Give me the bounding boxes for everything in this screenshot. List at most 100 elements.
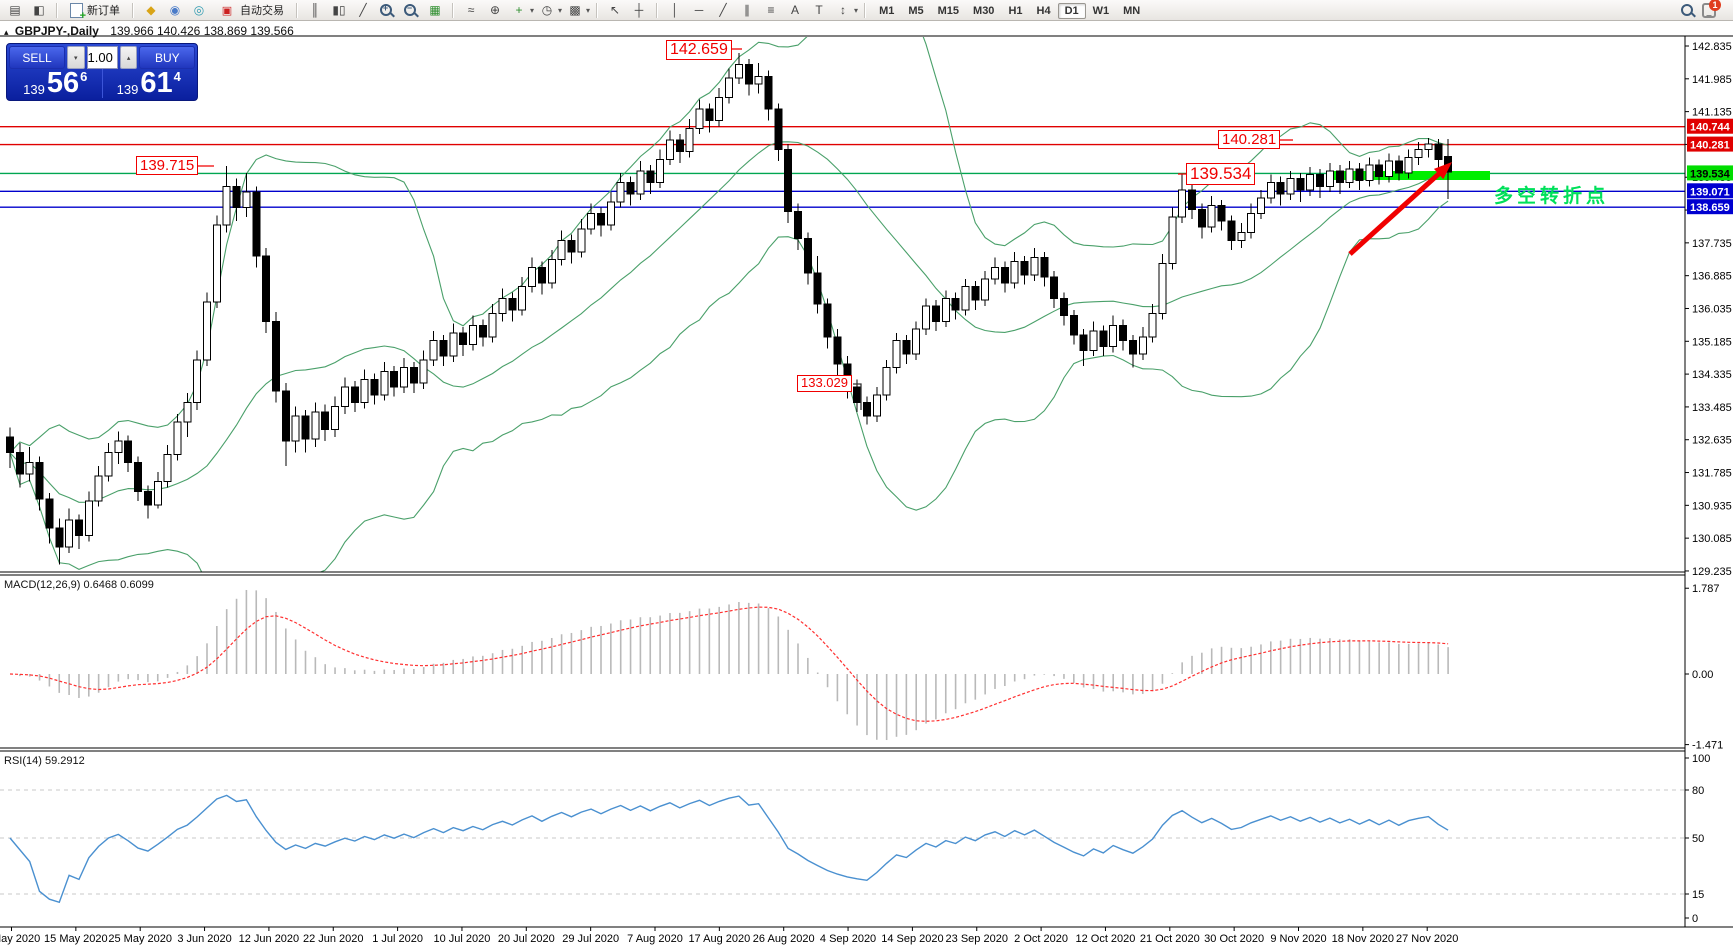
candle bbox=[15, 452, 24, 475]
toolbar: ▤ ◧ + 新订单 ◆ ◉ ◎ ▣ 自动交易 ║ ▮▯ ╱ + − ▦ ≈ ⊕ … bbox=[0, 0, 1733, 21]
timeframe-M1[interactable]: M1 bbox=[879, 5, 895, 17]
new-order-button[interactable]: + 新订单 bbox=[64, 1, 126, 21]
callout-139.715[interactable]: 139.715 bbox=[136, 156, 199, 176]
sell-button[interactable]: SELL bbox=[9, 46, 65, 69]
candle bbox=[134, 461, 143, 492]
candle bbox=[626, 181, 635, 195]
candle bbox=[74, 519, 83, 537]
timeframe-H4[interactable]: H4 bbox=[1036, 5, 1051, 17]
svg-text:0: 0 bbox=[1692, 913, 1698, 925]
candle bbox=[1217, 205, 1226, 222]
zoom-in-icon[interactable]: + bbox=[376, 1, 398, 20]
candle bbox=[1000, 266, 1009, 284]
bull-bear-pivot-annotation[interactable]: 多空转折点 bbox=[1494, 186, 1610, 207]
candle bbox=[124, 440, 133, 463]
date-label: 4 Sep 2020 bbox=[820, 933, 876, 945]
periods-icon[interactable]: ◷ bbox=[541, 3, 553, 17]
candle bbox=[350, 386, 359, 403]
tile-windows-icon[interactable]: ▦ bbox=[429, 3, 441, 17]
autotrading-button[interactable]: ▣ 自动交易 bbox=[212, 1, 290, 20]
timeframe-MN[interactable]: MN bbox=[1123, 5, 1141, 17]
indicator-list-icon[interactable]: ≈ bbox=[467, 3, 475, 17]
candle bbox=[616, 181, 625, 203]
vertical-line-icon[interactable]: │ bbox=[671, 3, 679, 17]
candle bbox=[1010, 261, 1019, 284]
volume-input[interactable]: 1.00 bbox=[86, 46, 118, 69]
callout-133.029[interactable]: 133.029 bbox=[797, 375, 852, 392]
date-label: 26 Aug 2020 bbox=[753, 933, 815, 945]
date-label: 21 Oct 2020 bbox=[1140, 933, 1200, 945]
text-icon[interactable]: A bbox=[791, 3, 800, 17]
fibonacci-icon[interactable]: ≡ bbox=[767, 3, 775, 17]
svg-text:132.635: 132.635 bbox=[1692, 435, 1732, 447]
buy-button[interactable]: BUY bbox=[139, 46, 196, 69]
candle bbox=[488, 313, 497, 338]
toolbar-separator bbox=[864, 2, 867, 18]
timeframe-M5[interactable]: M5 bbox=[908, 5, 924, 17]
search-icon[interactable] bbox=[1677, 1, 1699, 20]
add-indicator-caret-icon[interactable]: ▾ bbox=[530, 5, 535, 15]
templates-icon[interactable]: ▩ bbox=[569, 3, 581, 17]
profile-icon[interactable]: ◉ bbox=[169, 3, 181, 17]
candle bbox=[1030, 257, 1039, 276]
toolbar-separator bbox=[56, 2, 58, 18]
date-label: 27 Nov 2020 bbox=[1396, 933, 1458, 945]
timeframe-H1[interactable]: H1 bbox=[1008, 5, 1023, 17]
volume-down-button[interactable]: ▾ bbox=[67, 46, 85, 69]
candle bbox=[55, 527, 64, 548]
candle bbox=[498, 297, 507, 315]
add-indicator-icon[interactable]: + bbox=[515, 3, 523, 17]
arrows-icon[interactable]: ↕ bbox=[840, 3, 847, 17]
callout-142.659[interactable]: 142.659 bbox=[666, 40, 732, 61]
candle bbox=[242, 191, 251, 209]
rsi-label: RSI(14) 59.2912 bbox=[4, 755, 85, 767]
svg-text:0.00: 0.00 bbox=[1692, 669, 1713, 681]
arrows-caret-icon[interactable]: ▾ bbox=[854, 5, 859, 15]
cursor-icon[interactable]: ↖ bbox=[610, 3, 621, 17]
buy-price[interactable]: 139 61 4 bbox=[103, 69, 196, 98]
volume-up-button[interactable]: ▴ bbox=[119, 46, 138, 69]
signal-icon[interactable]: ◎ bbox=[193, 3, 205, 17]
svg-text:140.744: 140.744 bbox=[1690, 122, 1731, 134]
candle bbox=[1040, 257, 1049, 278]
symbol-ohlc: 139.966 140.426 138.869 139.566 bbox=[110, 24, 294, 38]
candle bbox=[1188, 189, 1196, 210]
equidistant-channel-icon[interactable]: ∥ bbox=[744, 3, 751, 17]
timeframe-D1[interactable]: D1 bbox=[1057, 3, 1086, 19]
timeframe-M15[interactable]: M15 bbox=[937, 5, 960, 17]
candle bbox=[537, 266, 546, 284]
symbol-info-line: ▴ GBPJPY-,Daily 139.966 140.426 138.869 … bbox=[4, 24, 294, 38]
candle bbox=[153, 481, 162, 506]
zoom-out-icon[interactable]: − bbox=[400, 1, 422, 20]
market-watch-icon[interactable]: ▤ bbox=[9, 3, 21, 17]
objects-list-icon[interactable]: ⊕ bbox=[489, 3, 501, 17]
candle bbox=[1050, 276, 1059, 299]
candle bbox=[1178, 189, 1187, 218]
crosshair-icon[interactable]: ┼ bbox=[634, 3, 644, 17]
candle bbox=[961, 286, 970, 311]
callout-140.281[interactable]: 140.281 bbox=[1218, 130, 1281, 150]
autotrading-icon: ▣ bbox=[221, 4, 233, 17]
navigator-icon[interactable]: ◧ bbox=[33, 3, 45, 17]
svg-text:141.985: 141.985 bbox=[1692, 74, 1732, 86]
candle bbox=[951, 297, 960, 311]
text-label-icon[interactable]: T bbox=[815, 3, 823, 17]
templates-caret-icon[interactable]: ▾ bbox=[586, 5, 591, 15]
line-chart-icon[interactable]: ╱ bbox=[359, 3, 367, 17]
notifications-icon[interactable]: 1 bbox=[1701, 0, 1723, 20]
market-depth-icon[interactable]: ◆ bbox=[146, 3, 156, 17]
callout-139.534[interactable]: 139.534 bbox=[1186, 163, 1256, 185]
candlestick-chart-icon[interactable]: ▮▯ bbox=[332, 3, 346, 17]
bar-chart-icon[interactable]: ║ bbox=[310, 3, 320, 17]
candle bbox=[803, 237, 812, 274]
trendline-icon[interactable]: ╱ bbox=[719, 3, 727, 17]
sell-price[interactable]: 139 56 6 bbox=[9, 69, 103, 98]
timeframe-W1[interactable]: W1 bbox=[1092, 5, 1110, 17]
candle bbox=[597, 212, 605, 226]
timeframe-M30[interactable]: M30 bbox=[973, 5, 995, 17]
periods-caret-icon[interactable]: ▾ bbox=[558, 5, 563, 15]
date-label: 5 May 2020 bbox=[0, 933, 40, 945]
horizontal-line-icon[interactable]: ─ bbox=[694, 3, 704, 17]
date-label: 22 Jun 2020 bbox=[303, 933, 364, 945]
